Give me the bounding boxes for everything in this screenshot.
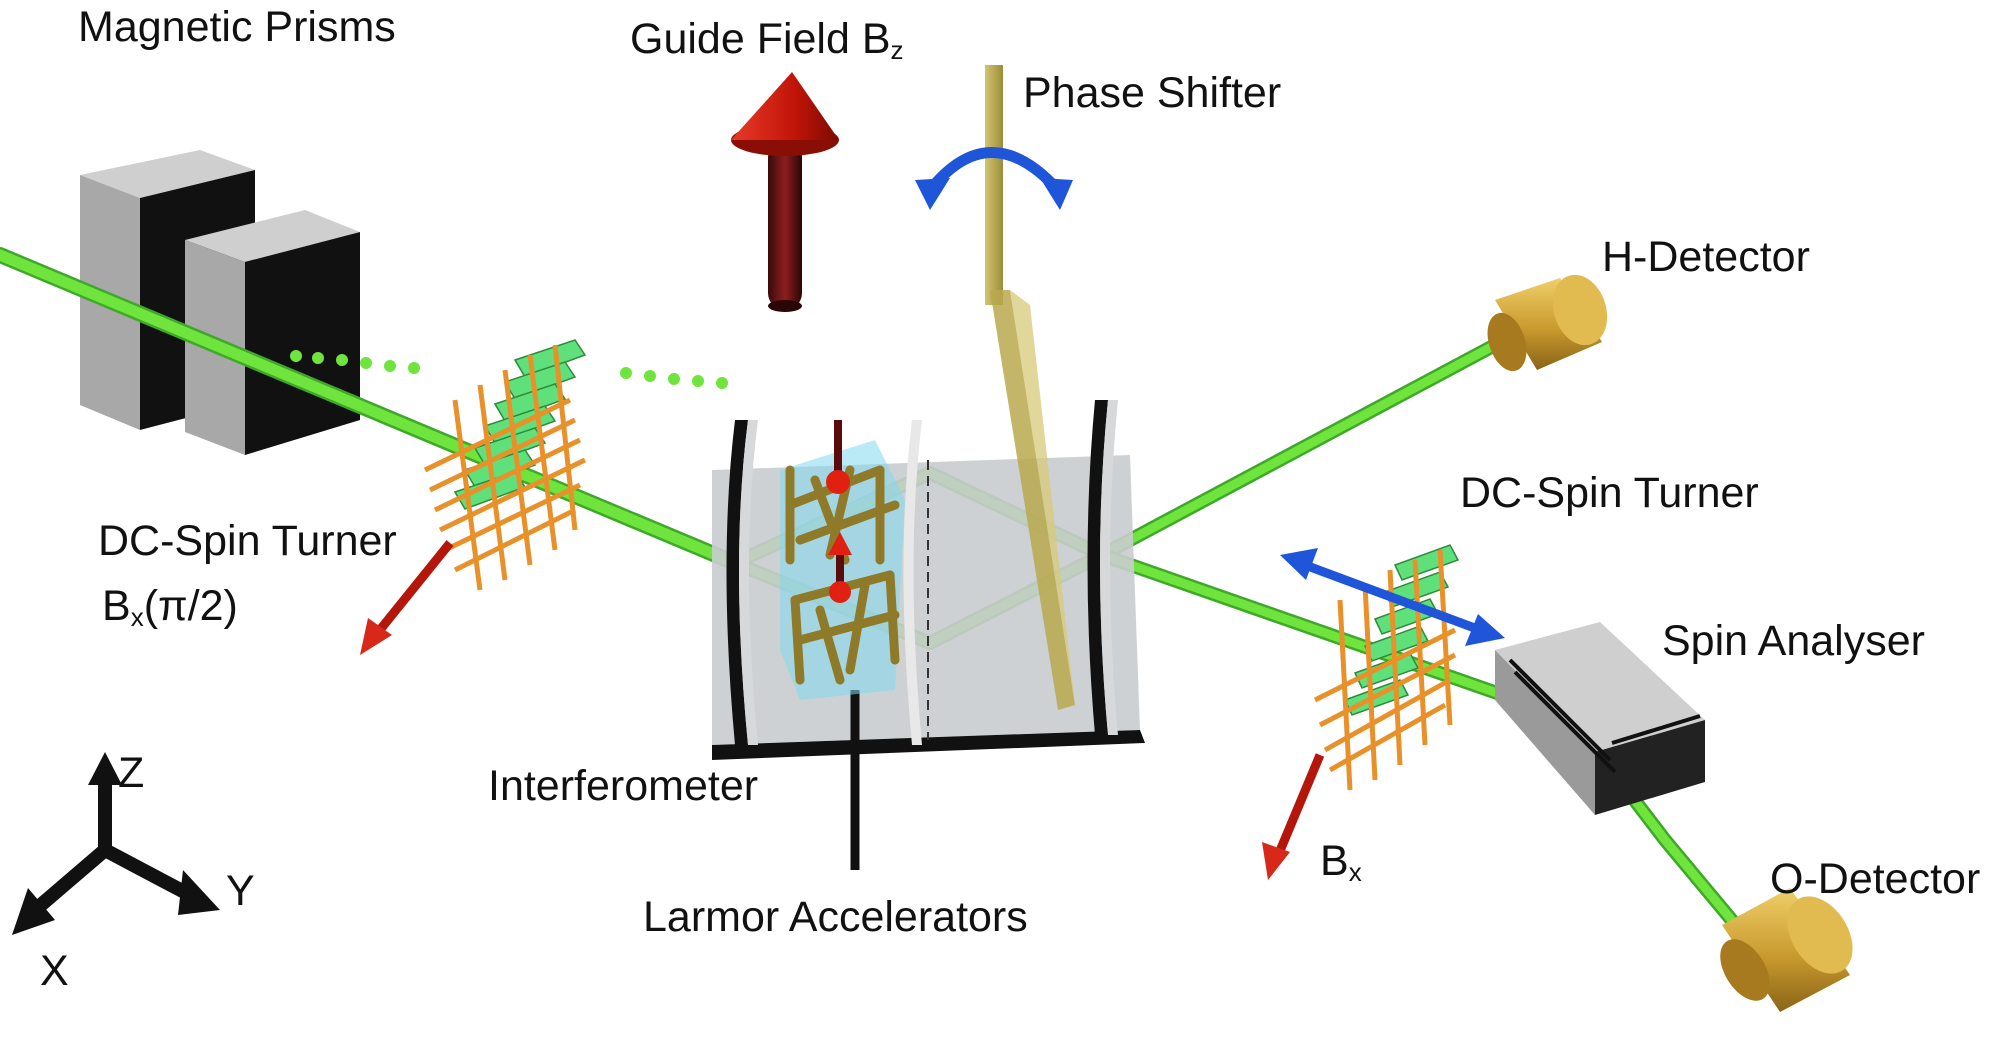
spin-analyser-label: Spin Analyser xyxy=(1662,617,1925,665)
o-detector xyxy=(1720,888,1853,1012)
bx-pi-half-rest: (π/2) xyxy=(143,582,238,630)
crystal-blade-3 xyxy=(1087,400,1118,735)
bx-arrow-left xyxy=(360,540,454,655)
spin-analyser xyxy=(1495,622,1705,815)
bx-arrow-right xyxy=(1262,753,1325,880)
axis-x-label: X xyxy=(40,947,69,995)
phase-shifter xyxy=(915,65,1075,710)
guide-field-label-main: Guide Field B xyxy=(630,15,891,63)
bx-label-subscript: x xyxy=(1348,857,1362,887)
larmor-accelerators xyxy=(780,420,905,700)
dc-spin-turner-right-coil xyxy=(1262,544,1505,880)
bx-pi-half-label: Bx(π/2) xyxy=(102,582,238,632)
magnetic-prisms-label: Magnetic Prisms xyxy=(78,3,396,51)
larmor-accelerators-label: Larmor Accelerators xyxy=(643,893,1028,941)
phase-shifter-label: Phase Shifter xyxy=(1023,69,1282,117)
h-detector-label: H-Detector xyxy=(1602,233,1810,281)
crystal-blade-2 xyxy=(903,420,929,745)
oscillation-arrow-icon xyxy=(1280,548,1505,646)
dc-spin-turner-right-label: DC-Spin Turner xyxy=(1460,469,1759,517)
interferometer-label: Interferometer xyxy=(488,762,759,810)
bx-pi-half-main: B xyxy=(102,582,131,630)
coordinate-axes xyxy=(12,752,220,935)
larmor-field-arrow-lower xyxy=(828,532,852,603)
bx-label-main: B xyxy=(1320,837,1349,885)
bx-pi-half-subscript: x xyxy=(130,602,144,632)
interferometer xyxy=(712,400,1145,870)
larmor-field-arrow-upper xyxy=(826,420,850,494)
h-detector xyxy=(1487,274,1608,372)
crystal-blade-1 xyxy=(726,420,758,745)
rotation-arrow-icon xyxy=(915,147,1073,210)
dc-spin-turner-left-label: DC-Spin Turner xyxy=(98,517,397,565)
guide-field-label: Guide Field Bz xyxy=(630,15,904,65)
axis-y-label: Y xyxy=(226,867,255,915)
prism-right xyxy=(185,210,360,455)
beam-dotted-reference xyxy=(290,350,728,389)
dc-spin-turner-left-coil xyxy=(360,339,587,655)
interferometer-plate xyxy=(712,455,1140,745)
o-detector-label: O-Detector xyxy=(1770,855,1981,903)
guide-field-label-subscript: z xyxy=(890,35,904,65)
axis-z-label: Z xyxy=(118,749,145,797)
bx-label: Bx xyxy=(1320,837,1362,887)
guide-field-arrow xyxy=(731,72,839,312)
